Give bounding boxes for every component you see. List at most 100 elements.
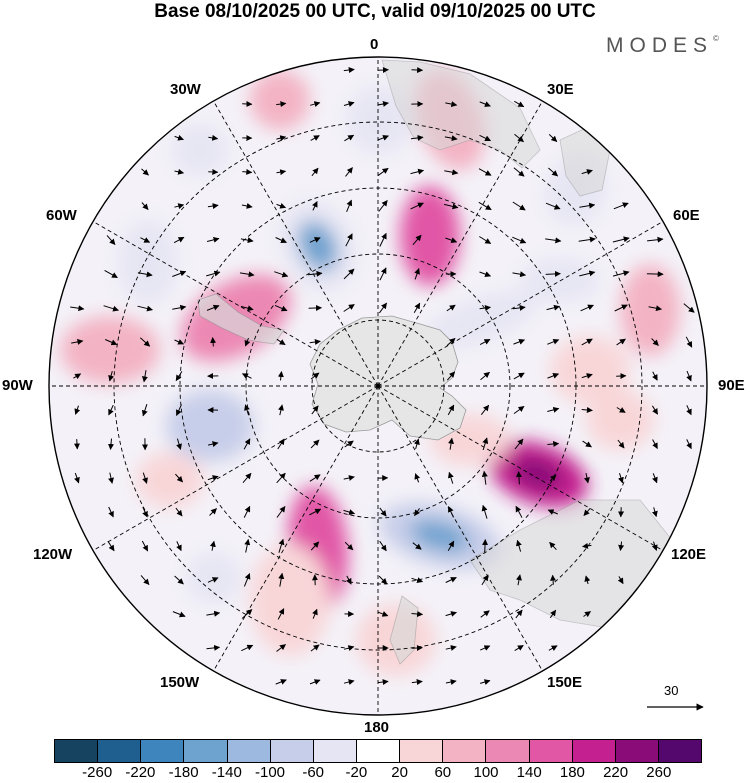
wind-arrow	[243, 505, 251, 518]
lon-label-120e: 120E	[671, 546, 707, 563]
wind-arrow	[512, 236, 527, 244]
wind-arrow	[343, 475, 355, 481]
wind-arrow	[377, 167, 389, 177]
reference-vector-label: 30	[664, 683, 679, 698]
wind-arrow	[513, 372, 525, 380]
wind-arrow	[583, 611, 591, 618]
wind-arrow	[141, 370, 148, 383]
wind-arrow	[410, 202, 424, 210]
colorbar	[54, 739, 702, 763]
wind-arrow	[310, 372, 320, 380]
wind-arrow	[617, 439, 625, 449]
wind-arrow	[173, 236, 185, 244]
wind-arrow	[479, 305, 491, 311]
wind-arrow	[648, 305, 662, 312]
wind-arrow	[479, 134, 492, 142]
wind-arrow	[274, 304, 288, 312]
colorbar-bin	[486, 740, 530, 762]
wind-arrow	[378, 611, 389, 617]
colorbar-bin	[313, 740, 357, 762]
wind-arrow	[547, 338, 560, 345]
colorbar-bin	[400, 740, 444, 762]
latitude-circle	[179, 187, 577, 585]
wind-arrow	[277, 438, 285, 450]
latitude-circle	[311, 319, 445, 453]
lon-label-60w: 60W	[46, 207, 77, 224]
colorbar-bin	[141, 740, 185, 762]
wind-arrow	[276, 101, 287, 108]
wind-arrow	[241, 609, 253, 619]
wind-arrow	[276, 338, 286, 346]
wind-arrow	[445, 237, 458, 244]
wind-arrow	[478, 168, 492, 176]
wind-arrow	[139, 337, 151, 347]
wind-arrow	[142, 506, 148, 518]
wind-arrow	[345, 233, 353, 247]
lon-label-60e: 60E	[673, 207, 700, 224]
wind-arrow	[579, 202, 596, 209]
wind-arrow	[550, 574, 557, 585]
wind-arrow	[651, 541, 658, 551]
wind-arrow	[545, 202, 561, 210]
wind-arrow	[581, 373, 593, 379]
wind-arrow	[378, 200, 388, 212]
wind-arrow	[515, 505, 523, 518]
wind-arrow	[512, 304, 526, 311]
lon-label-150e: 150E	[547, 674, 583, 691]
wind-arrow	[513, 167, 525, 177]
wind-arrow	[141, 540, 149, 552]
wind-arrow	[310, 101, 321, 108]
wind-arrow	[176, 541, 182, 552]
anomaly-region	[250, 544, 330, 656]
graticule	[49, 57, 707, 715]
wind-arrow	[377, 679, 389, 686]
wind-arrow	[481, 470, 488, 485]
wind-arrow	[176, 404, 182, 416]
meridian-line	[213, 100, 379, 387]
meridian-line	[377, 385, 543, 672]
wind-arrow	[174, 168, 185, 175]
wind-arrow	[445, 679, 457, 685]
wind-arrow	[206, 644, 221, 651]
wind-arrow	[482, 437, 489, 451]
wind-arrow	[514, 133, 524, 143]
wind-arrow	[73, 439, 80, 450]
colorbar-bin	[270, 740, 314, 762]
meridian-line	[377, 100, 543, 387]
wind-arrow	[174, 339, 185, 345]
wind-arrow	[276, 202, 287, 209]
wind-arrow	[311, 167, 319, 177]
wind-arrow	[346, 575, 352, 585]
anomaly-region	[250, 70, 310, 130]
wind-arrow	[108, 506, 114, 518]
wind-arrow	[311, 405, 319, 415]
lon-label-180: 180	[364, 719, 390, 736]
wind-arrow	[481, 504, 488, 519]
lon-label-30e: 30E	[547, 81, 574, 98]
wind-arrow	[104, 269, 118, 279]
wind-arrow	[414, 508, 421, 517]
anomaly-region	[172, 124, 228, 176]
wind-arrow	[244, 538, 251, 553]
wind-arrow	[613, 202, 629, 210]
wind-arrow	[108, 404, 114, 416]
wind-arrow	[447, 471, 454, 484]
wind-arrow	[141, 202, 149, 210]
wind-arrow	[513, 339, 526, 345]
wind-arrow	[547, 373, 560, 379]
wind-arrow	[545, 237, 562, 244]
wind-arrow	[479, 236, 492, 244]
meridian-line	[92, 385, 379, 551]
anomaly-region	[410, 520, 470, 552]
wind-arrow	[207, 203, 219, 210]
anomaly-region	[166, 390, 254, 462]
meridian-line	[213, 385, 379, 672]
wind-arrow	[410, 134, 424, 141]
wind-arrow	[141, 404, 148, 417]
wind-arrow	[74, 472, 80, 484]
wind-arrow	[175, 507, 183, 517]
wind-arrow	[206, 236, 220, 243]
anomaly-region	[550, 336, 630, 404]
wind-arrow	[243, 573, 251, 587]
wind-arrow	[206, 270, 221, 277]
